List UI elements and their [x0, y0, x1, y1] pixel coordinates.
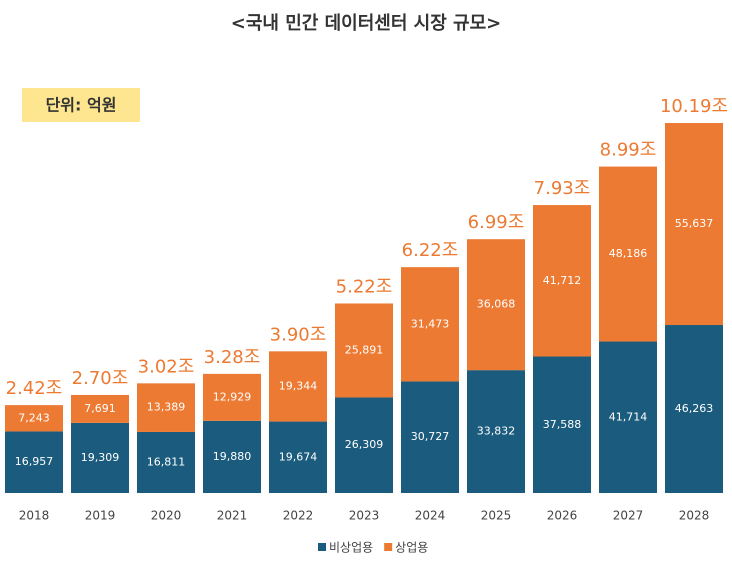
bar-segment [467, 239, 525, 371]
value-label: 7,691 [84, 402, 116, 415]
value-label: 30,727 [411, 430, 450, 443]
x-tick-label: 2022 [283, 509, 314, 523]
x-tick-label: 2027 [613, 509, 644, 523]
bar-segment [401, 267, 459, 382]
value-label: 16,957 [15, 455, 54, 468]
total-label: 3.02조 [138, 356, 195, 377]
bar-segment [533, 205, 591, 357]
bar-segment [467, 370, 525, 493]
total-label: 7.93조 [534, 178, 591, 199]
bar-segment [335, 397, 393, 493]
bar-segment [665, 123, 723, 326]
legend-swatch [318, 543, 326, 551]
total-label: 6.99조 [468, 212, 525, 233]
value-label: 41,714 [609, 410, 648, 423]
legend-swatch [384, 543, 393, 551]
legend-label: 비상업용 [329, 541, 373, 555]
value-label: 7,243 [18, 411, 50, 424]
value-label: 19,674 [279, 450, 318, 463]
x-tick-label: 2018 [19, 509, 50, 523]
x-tick-label: 2020 [151, 509, 182, 523]
bar-segment [5, 431, 63, 493]
value-label: 16,811 [147, 455, 186, 468]
total-label: 3.90조 [270, 324, 327, 345]
bar-segment [5, 405, 63, 432]
bar-segment [269, 351, 327, 422]
value-label: 41,712 [543, 274, 582, 287]
value-label: 46,263 [675, 402, 714, 415]
bar-segment [71, 422, 129, 493]
value-label: 55,637 [675, 217, 714, 230]
total-label: 3.28조 [204, 347, 261, 368]
value-label: 12,929 [213, 390, 252, 403]
unit-box [22, 88, 140, 122]
value-label: 19,344 [279, 379, 318, 392]
unit-note: 단위: 억원 [46, 96, 117, 115]
x-tick-label: 2021 [217, 509, 248, 523]
x-tick-label: 2019 [85, 509, 116, 523]
bar-segment [665, 325, 723, 493]
value-label: 25,891 [345, 343, 384, 356]
value-label: 26,309 [345, 438, 384, 451]
value-label: 19,880 [213, 450, 252, 463]
x-tick-label: 2026 [547, 509, 578, 523]
value-label: 31,473 [411, 317, 450, 330]
total-label: 6.22조 [402, 240, 459, 261]
bar-segment [71, 394, 129, 423]
value-label: 36,068 [477, 298, 516, 311]
total-label: 2.42조 [6, 378, 63, 399]
bar-segment [203, 373, 261, 421]
bar-segment [137, 431, 195, 493]
bar-segment [137, 383, 195, 432]
total-label: 2.70조 [72, 368, 129, 389]
value-label: 13,389 [147, 401, 186, 414]
x-tick-label: 2028 [679, 509, 710, 523]
total-label: 5.22조 [336, 276, 393, 297]
value-label: 33,832 [477, 425, 516, 438]
bar-segment [599, 341, 657, 493]
bar-segment [269, 421, 327, 493]
total-label: 10.19조 [660, 96, 728, 117]
total-label: 8.99조 [600, 140, 657, 161]
bar-segment [401, 381, 459, 493]
bar-segment [203, 420, 261, 493]
legend-label: 상업용 [395, 541, 428, 555]
value-label: 37,588 [543, 418, 582, 431]
x-tick-label: 2024 [415, 509, 446, 523]
value-label: 19,309 [81, 451, 120, 464]
bar-segment [533, 356, 591, 493]
x-tick-label: 2025 [481, 509, 512, 523]
chart-title: <국내 민간 데이터센터 시장 규모> [231, 13, 502, 34]
bar-segment [335, 303, 393, 398]
x-tick-label: 2023 [349, 509, 380, 523]
bar-segment [599, 166, 657, 342]
value-label: 48,186 [609, 247, 648, 260]
